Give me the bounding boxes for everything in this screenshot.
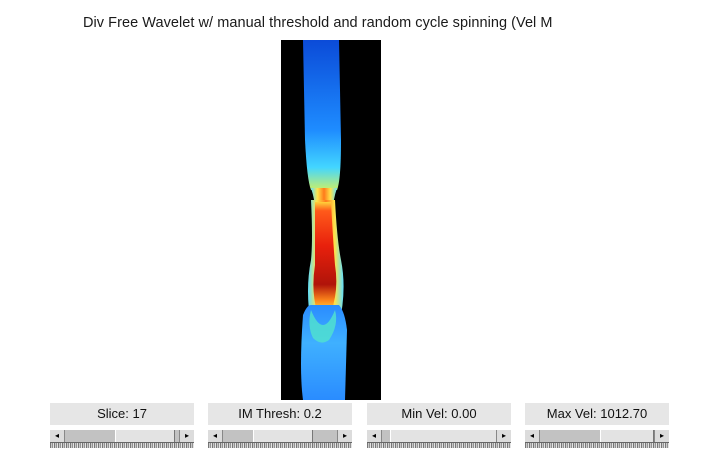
slice-control: Slice: 17 ◂ ▸ [50,403,194,449]
left-arrow-icon[interactable]: ◂ [367,430,382,442]
slice-slider[interactable]: ◂ ▸ [50,429,194,443]
min-vel-label: Min Vel: 0.00 [367,403,511,425]
max-vel-slider-track[interactable] [540,430,654,442]
max-vel-label: Max Vel: 1012.70 [525,403,669,425]
right-arrow-icon[interactable]: ▸ [654,430,669,442]
im-thresh-slider[interactable]: ◂ ▸ [208,429,352,443]
max-vel-slider-thumb[interactable] [600,430,654,442]
vessel-upper [303,40,341,190]
min-vel-slider-thumb[interactable] [390,430,500,442]
min-vel-slider-shadow [367,443,511,448]
slice-label: Slice: 17 [50,403,194,425]
max-vel-control: Max Vel: 1012.70 ◂ ▸ [525,403,669,449]
vessel-lower [301,305,347,400]
velocity-map-image [281,40,381,400]
figure-title: Div Free Wavelet w/ manual threshold and… [83,15,553,31]
velocity-map-svg [301,40,347,400]
jet-core [313,202,337,312]
max-vel-slider[interactable]: ◂ ▸ [525,429,669,443]
im-thresh-control: IM Thresh: 0.2 ◂ ▸ [208,403,352,449]
im-thresh-slider-track[interactable] [223,430,337,442]
im-thresh-label: IM Thresh: 0.2 [208,403,352,425]
slice-slider-shadow [50,443,194,448]
min-vel-slider-track[interactable] [382,430,500,442]
max-vel-slider-shadow [525,443,669,448]
left-arrow-icon[interactable]: ◂ [50,430,65,442]
min-vel-slider[interactable]: ◂ ▸ [367,429,511,443]
jet-tail [309,310,337,343]
im-thresh-slider-shadow [208,443,352,448]
slice-slider-track[interactable] [65,430,179,442]
left-arrow-icon[interactable]: ◂ [525,430,540,442]
left-arrow-icon[interactable]: ◂ [208,430,223,442]
right-arrow-icon[interactable]: ▸ [179,430,194,442]
min-vel-control: Min Vel: 0.00 ◂ ▸ [367,403,511,449]
right-arrow-icon[interactable]: ▸ [337,430,352,442]
im-thresh-slider-thumb[interactable] [253,430,313,442]
slice-slider-thumb[interactable] [115,430,175,442]
right-arrow-icon[interactable]: ▸ [496,430,511,442]
